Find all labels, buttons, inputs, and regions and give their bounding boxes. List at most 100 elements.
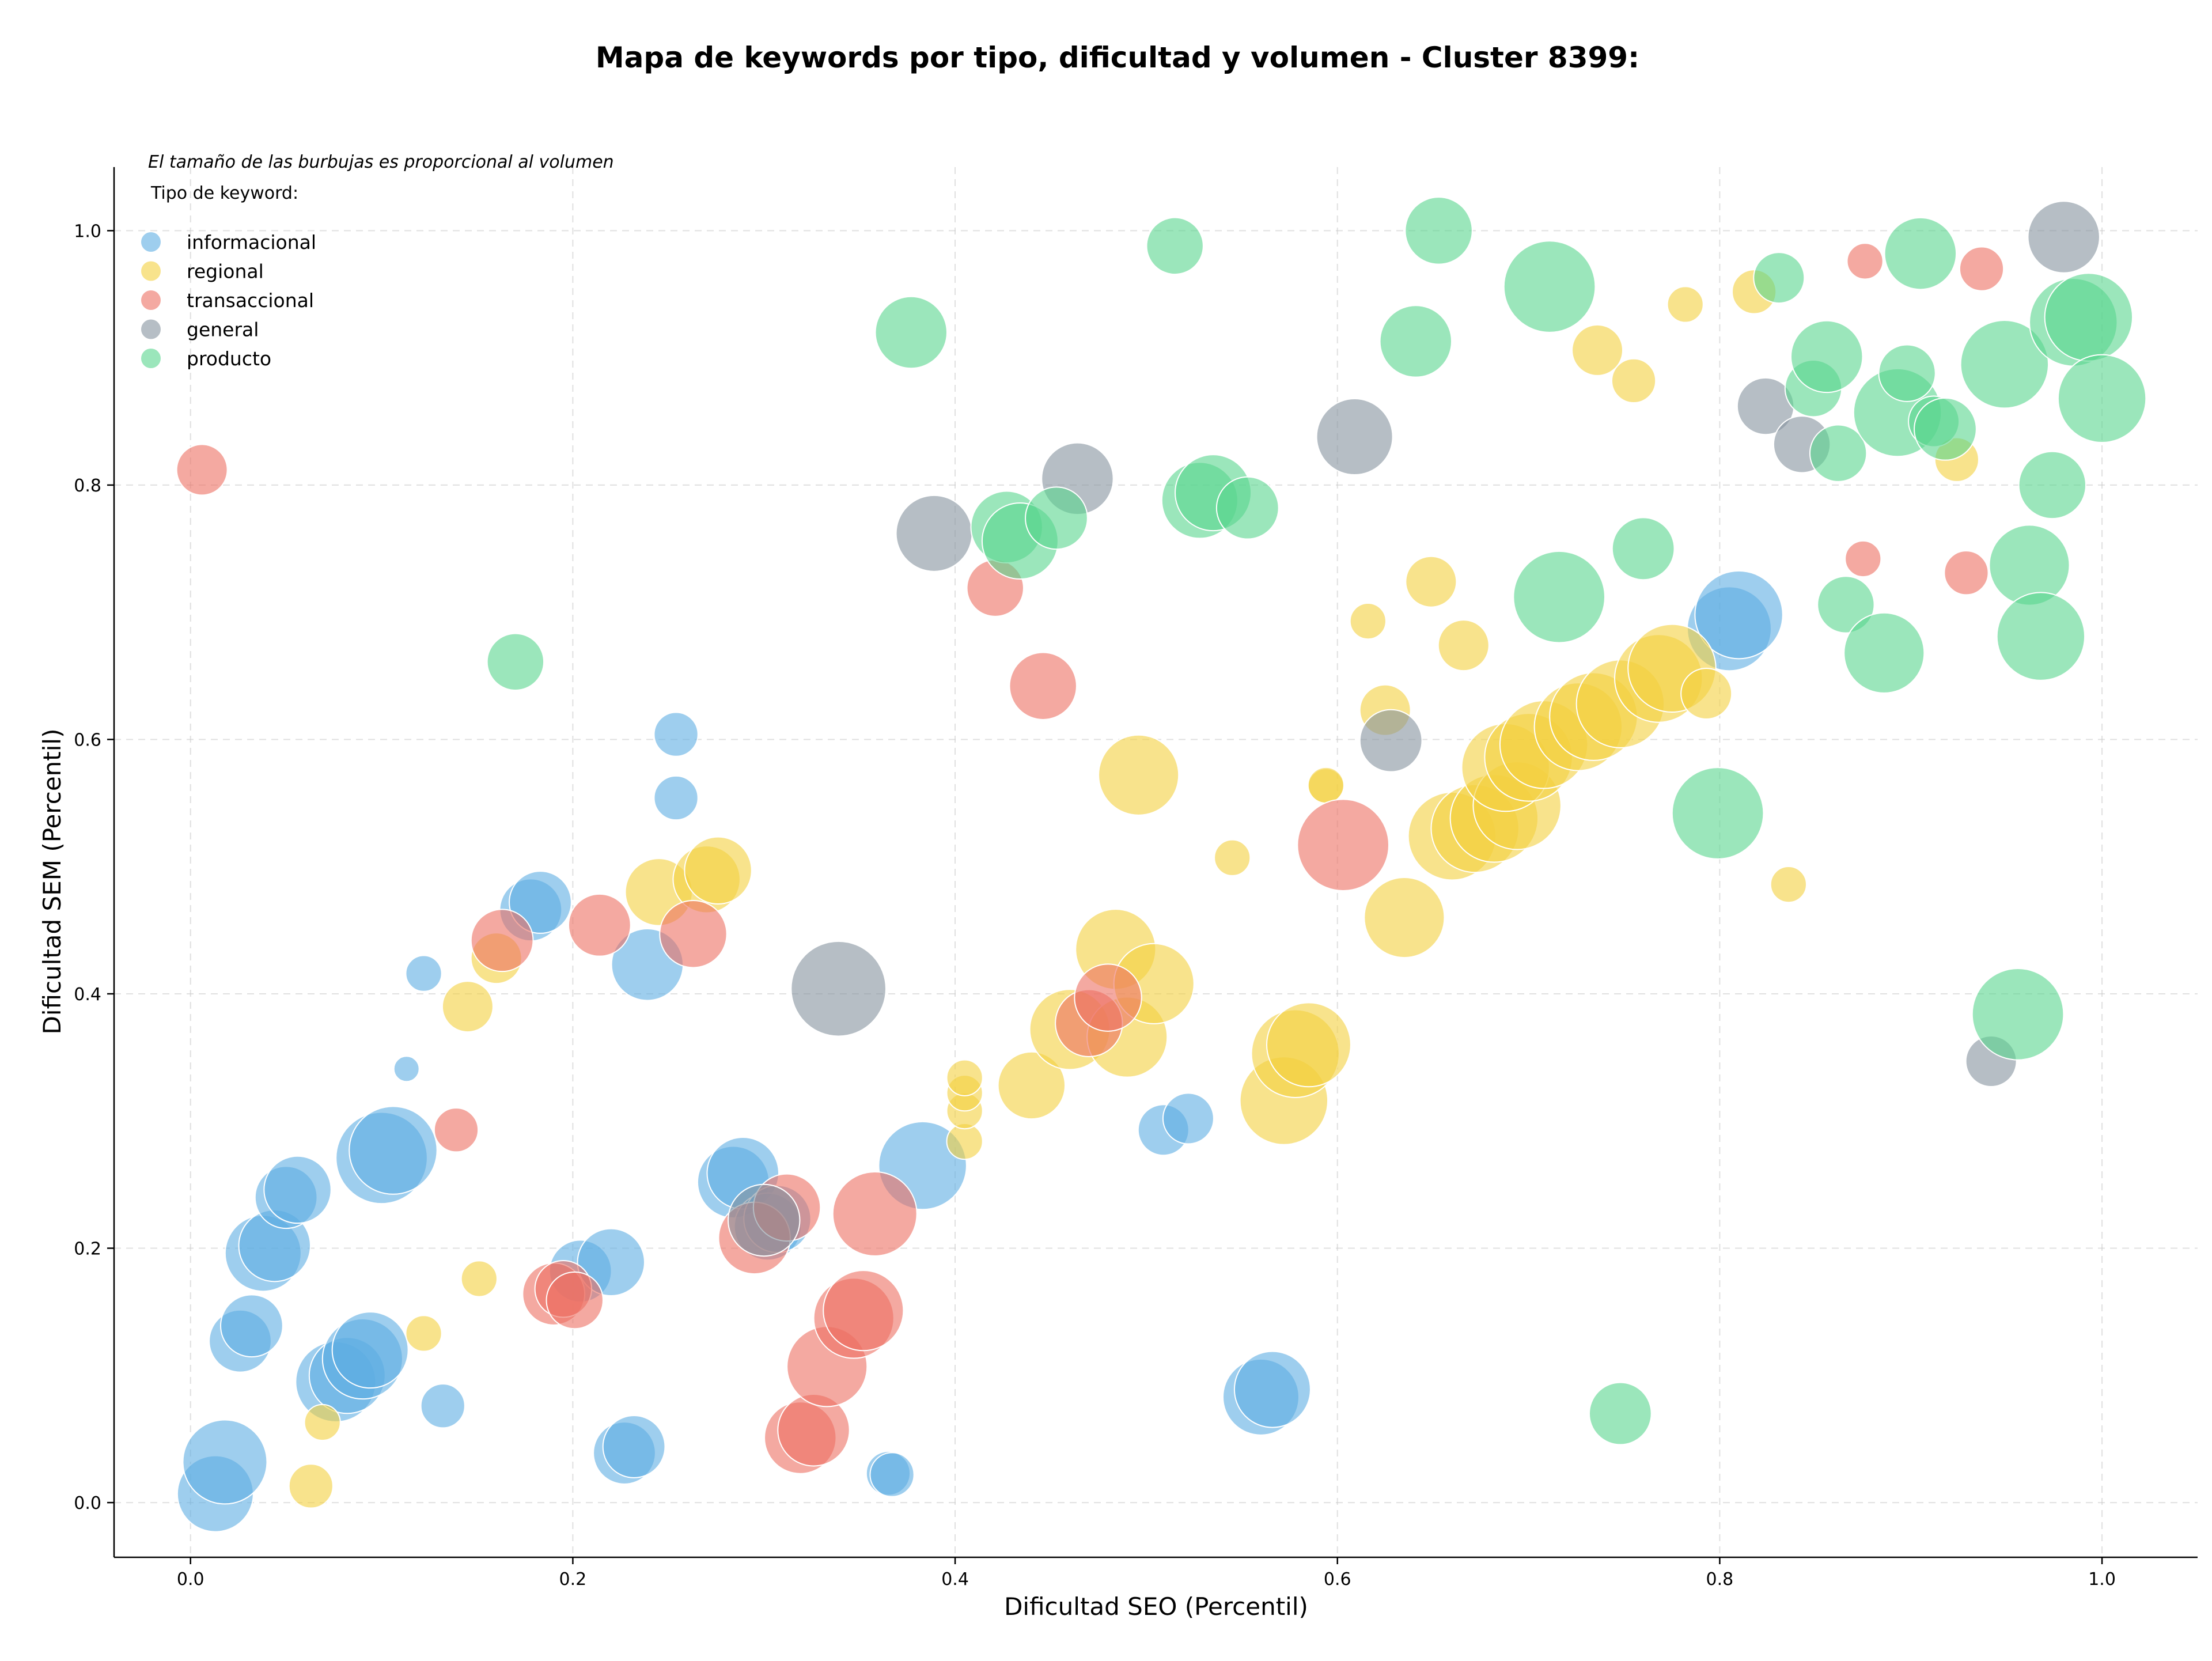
bubble-regional xyxy=(441,981,494,1033)
bubble-informacional xyxy=(1162,1092,1214,1145)
bubble-producto xyxy=(1914,397,1977,461)
bubble-informacional xyxy=(393,1055,420,1083)
axes xyxy=(113,167,2198,1558)
x-tick-label: 0.8 xyxy=(1706,1569,1734,1590)
bubble-informacional xyxy=(349,1106,438,1195)
bubble-producto xyxy=(1671,767,1764,860)
legend-note: El tamaño de las burbujas es proporciona… xyxy=(148,152,614,172)
x-tick-label: 0.6 xyxy=(1324,1569,1351,1590)
bubble-producto xyxy=(486,633,545,691)
bubble-informacional xyxy=(509,871,572,934)
legend-swatch-informacional xyxy=(141,232,161,252)
bubble-producto xyxy=(1611,517,1675,581)
legend-swatch-producto xyxy=(141,349,161,368)
series-transaccional xyxy=(176,243,2005,1474)
bubble-transaccional xyxy=(1074,963,1142,1032)
legend-label-regional: regional xyxy=(187,260,264,283)
bubble-regional xyxy=(1363,876,1445,959)
bubble-transaccional xyxy=(1297,799,1390,892)
bubble-general xyxy=(895,494,973,572)
bubble-producto xyxy=(1878,344,1936,402)
legend-label-informacional: informacional xyxy=(187,231,316,253)
bubble-transaccional xyxy=(567,893,631,957)
bubble-transaccional xyxy=(1846,243,1884,280)
bubble-regional xyxy=(460,1260,498,1297)
bubble-producto xyxy=(1146,217,1204,275)
bubble-producto xyxy=(1513,550,1605,644)
legend: El tamaño de las burbujas es proporciona… xyxy=(141,152,614,370)
bubble-regional xyxy=(1571,324,1624,376)
bubble-regional xyxy=(1437,619,1490,672)
bubble-producto xyxy=(1988,524,2070,606)
legend-swatch-general xyxy=(141,319,161,339)
bubble-producto xyxy=(1817,576,1875,634)
bubble-informacional xyxy=(220,1294,283,1358)
bubble-producto xyxy=(1996,592,2086,681)
bubble-informacional xyxy=(263,1155,332,1224)
bubble-regional xyxy=(1770,866,1807,903)
bubble-informacional xyxy=(653,775,699,821)
bubble-regional xyxy=(1307,766,1344,804)
x-tick-label: 1.0 xyxy=(2088,1569,2116,1590)
bubble-regional xyxy=(997,1051,1066,1120)
bubble-transaccional xyxy=(1944,550,1989,596)
bubble-informacional xyxy=(577,1228,645,1297)
bubble-transaccional xyxy=(823,1270,904,1352)
legend-swatch-transaccional xyxy=(141,290,161,310)
bubble-producto xyxy=(1843,612,1925,694)
bubble-producto xyxy=(1025,486,1088,550)
bubble-transaccional xyxy=(176,444,228,496)
x-tick-label: 0.4 xyxy=(941,1569,969,1590)
bubble-transaccional xyxy=(659,900,728,968)
y-tick-label: 1.0 xyxy=(74,221,101,241)
bubble-regional xyxy=(1405,555,1457,608)
bubble-regional xyxy=(405,1315,442,1352)
bubble-producto xyxy=(1790,320,1863,394)
y-tick-label: 0.8 xyxy=(74,476,101,496)
bubble-regional xyxy=(684,836,752,905)
series-producto xyxy=(486,196,2147,1446)
legend-label-general: general xyxy=(187,319,259,341)
bubble-transaccional xyxy=(1959,246,2005,292)
bubble-informacional xyxy=(331,1311,409,1389)
bubble-regional xyxy=(1266,1002,1351,1088)
bubble-general xyxy=(728,1183,801,1257)
bubble-regional xyxy=(1611,358,1657,403)
bubble-regional xyxy=(1666,286,1704,323)
bubble-transaccional xyxy=(1009,652,1077,720)
y-tick-label: 0.4 xyxy=(74,985,101,1005)
legend-title: Tipo de keyword: xyxy=(150,183,298,203)
bubble-producto xyxy=(1753,252,1805,304)
bubble-regional xyxy=(1098,734,1180,816)
bubble-general xyxy=(1359,709,1423,773)
bubble-regional xyxy=(304,1403,341,1441)
bubble-regional xyxy=(288,1463,334,1509)
bubble-informacional xyxy=(653,712,699,757)
legend-label-transaccional: transaccional xyxy=(187,289,314,312)
bubble-regional xyxy=(1349,603,1387,640)
bubble-producto xyxy=(1404,196,1473,265)
y-tick-label: 0.0 xyxy=(74,1493,101,1514)
bubble-producto xyxy=(874,296,948,369)
bubble-producto xyxy=(1960,319,2050,409)
bubble-informacional xyxy=(405,955,442,992)
x-tick-label: 0.0 xyxy=(177,1569,204,1590)
bubble-transaccional xyxy=(832,1171,918,1257)
bubble-informacional xyxy=(602,1415,666,1478)
x-axis-label: Dificultad SEO (Percentil) xyxy=(1004,1592,1308,1621)
bubble-producto xyxy=(1971,967,2065,1061)
bubble-transaccional xyxy=(433,1107,479,1153)
bubble-regional xyxy=(1214,839,1251,876)
bubble-transaccional xyxy=(546,1271,604,1330)
bubble-general xyxy=(1316,398,1393,476)
legend-label-producto: producto xyxy=(187,347,271,370)
y-tick-label: 0.2 xyxy=(74,1239,101,1259)
chart-title: Mapa de keywords por tipo, dificultad y … xyxy=(596,41,1639,74)
bubble-producto xyxy=(1588,1382,1652,1446)
legend-swatch-regional xyxy=(141,261,161,281)
bubble-producto xyxy=(1215,476,1279,540)
bubble-producto xyxy=(1503,240,1596,333)
bubble-producto xyxy=(1379,305,1453,378)
bubble-transaccional xyxy=(470,909,534,973)
